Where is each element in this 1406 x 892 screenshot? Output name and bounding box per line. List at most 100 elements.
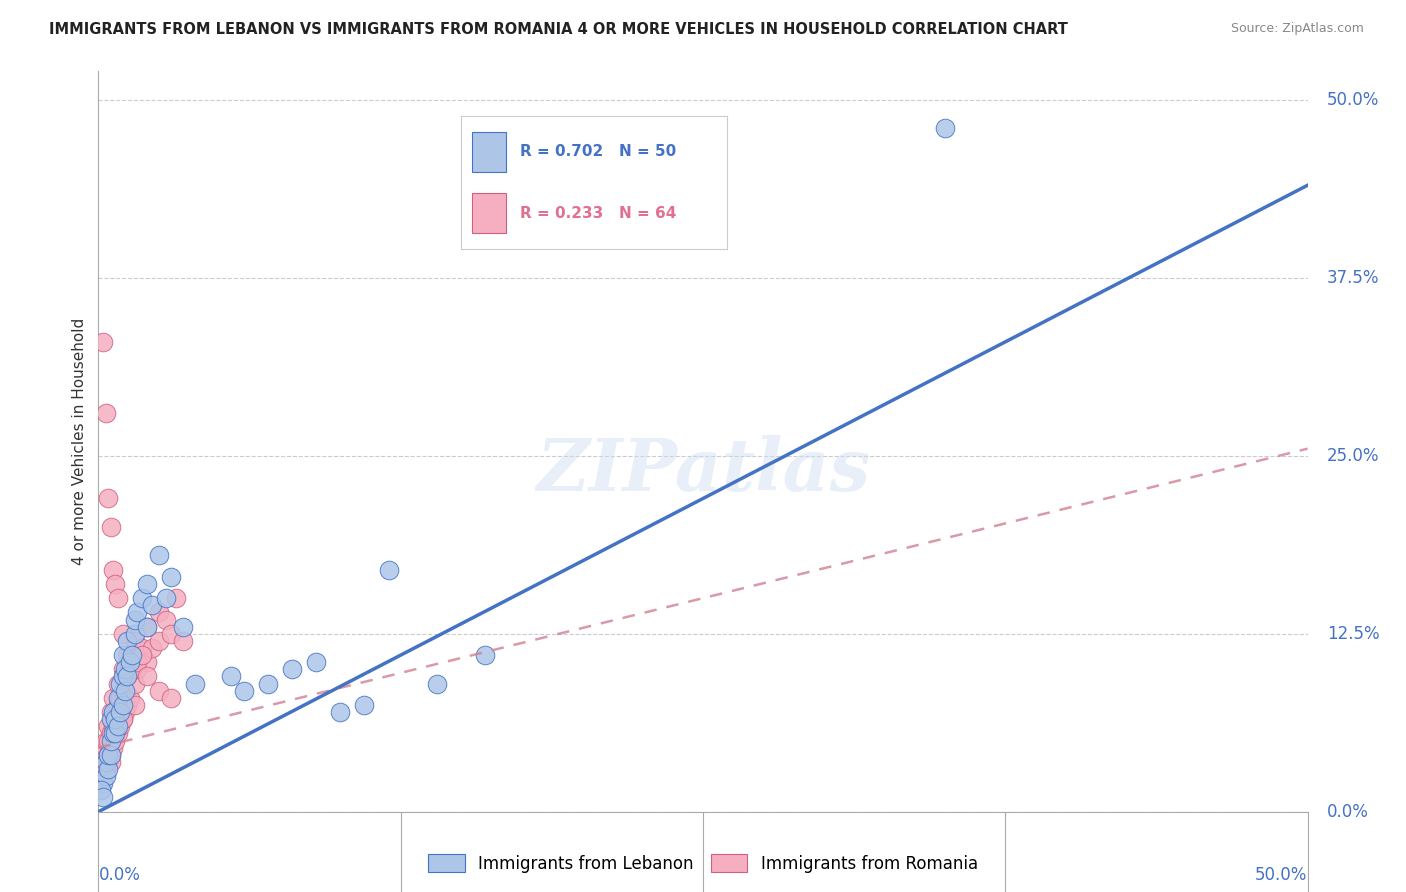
Point <box>118 690 141 705</box>
Point <box>101 705 124 719</box>
Point <box>100 747 122 762</box>
Point <box>97 747 120 762</box>
Text: 50.0%: 50.0% <box>1327 91 1379 109</box>
Point <box>329 705 352 719</box>
Point <box>90 783 112 797</box>
Point <box>124 633 146 648</box>
Point <box>91 790 114 805</box>
Point <box>172 633 194 648</box>
Point <box>160 626 183 640</box>
Point <box>97 719 120 733</box>
Point <box>148 633 170 648</box>
Point <box>117 633 139 648</box>
Point <box>101 726 124 740</box>
Point <box>165 591 187 606</box>
Point <box>100 747 122 762</box>
Point <box>97 755 120 769</box>
Point <box>135 577 157 591</box>
Text: IMMIGRANTS FROM LEBANON VS IMMIGRANTS FROM ROMANIA 4 OR MORE VEHICLES IN HOUSEHO: IMMIGRANTS FROM LEBANON VS IMMIGRANTS FR… <box>49 22 1069 37</box>
Point <box>131 640 153 655</box>
Point <box>108 676 131 690</box>
Point <box>114 683 136 698</box>
Point <box>104 733 127 747</box>
Point <box>91 776 114 790</box>
Point <box>90 762 112 776</box>
Point <box>97 762 120 776</box>
Point <box>305 655 328 669</box>
Point <box>353 698 375 712</box>
Point <box>148 549 170 563</box>
Point <box>160 690 183 705</box>
Point <box>135 655 157 669</box>
Point <box>124 626 146 640</box>
Text: Source: ZipAtlas.com: Source: ZipAtlas.com <box>1230 22 1364 36</box>
Text: 37.5%: 37.5% <box>1327 268 1379 287</box>
Text: 12.5%: 12.5% <box>1327 624 1379 643</box>
Point <box>111 712 134 726</box>
Point <box>111 662 134 676</box>
Point <box>111 669 134 683</box>
Point <box>111 683 134 698</box>
Point <box>281 662 304 676</box>
Point <box>111 648 134 662</box>
Point <box>111 712 134 726</box>
Point <box>141 640 163 655</box>
Point <box>124 613 146 627</box>
Point <box>172 619 194 633</box>
Point <box>117 669 139 683</box>
Point <box>111 698 134 712</box>
Point <box>135 619 157 633</box>
Point <box>117 648 139 662</box>
Point <box>148 683 170 698</box>
Point <box>108 705 131 719</box>
Text: 0.0%: 0.0% <box>98 866 141 884</box>
Point <box>127 662 149 676</box>
Point <box>97 491 120 506</box>
Point <box>100 733 122 747</box>
Point <box>148 606 170 620</box>
Point <box>160 570 183 584</box>
Point <box>474 648 496 662</box>
Point <box>94 755 117 769</box>
Point <box>107 698 129 712</box>
Point <box>101 719 124 733</box>
Point <box>426 676 449 690</box>
Legend: Immigrants from Lebanon, Immigrants from Romania: Immigrants from Lebanon, Immigrants from… <box>422 847 984 880</box>
Point <box>108 690 131 705</box>
Text: ZIPatlas: ZIPatlas <box>536 434 870 506</box>
Point <box>94 769 117 783</box>
Point <box>100 520 122 534</box>
Point <box>107 676 129 690</box>
Point <box>232 683 254 698</box>
Point <box>107 719 129 733</box>
Point <box>221 669 243 683</box>
Point <box>121 648 143 662</box>
Point <box>111 626 134 640</box>
Point <box>97 747 120 762</box>
Point <box>114 705 136 719</box>
Text: 0.0%: 0.0% <box>1327 803 1369 821</box>
Point <box>100 755 122 769</box>
Point <box>104 577 127 591</box>
Point <box>131 591 153 606</box>
Point <box>101 690 124 705</box>
Point <box>141 599 163 613</box>
Point <box>94 733 117 747</box>
Point <box>104 705 127 719</box>
Point <box>91 769 114 783</box>
Point <box>131 648 153 662</box>
Point <box>101 740 124 755</box>
Point <box>94 406 117 420</box>
Point <box>118 648 141 662</box>
Point <box>934 121 956 136</box>
Point <box>100 705 122 719</box>
Point <box>107 726 129 740</box>
Point <box>91 334 114 349</box>
Point <box>127 606 149 620</box>
Point <box>135 669 157 683</box>
Y-axis label: 4 or more Vehicles in Household: 4 or more Vehicles in Household <box>72 318 87 566</box>
Point <box>114 662 136 676</box>
Point <box>124 676 146 690</box>
Point <box>127 655 149 669</box>
Point <box>91 755 114 769</box>
